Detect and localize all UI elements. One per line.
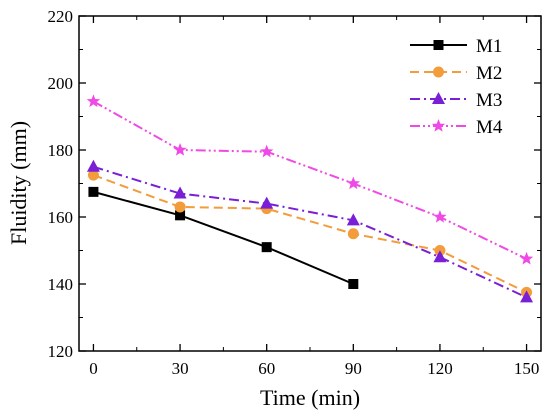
y-tick-label: 220 xyxy=(48,7,74,26)
data-point-m3 xyxy=(173,186,187,199)
data-point-m4 xyxy=(173,143,187,156)
legend-marker-m3 xyxy=(432,92,445,104)
series-line-m3 xyxy=(93,165,527,299)
data-point-m4 xyxy=(519,251,534,265)
data-point-m1 xyxy=(175,210,186,221)
y-tick-label: 180 xyxy=(48,141,74,160)
x-axis-title: Time (min) xyxy=(260,385,360,410)
data-point-m1 xyxy=(88,186,99,197)
x-tick-label: 90 xyxy=(345,359,362,378)
x-tick-label: 120 xyxy=(427,359,453,378)
series-lines xyxy=(92,100,527,299)
data-point-m3 xyxy=(260,196,274,209)
legend-marker-m1 xyxy=(433,40,444,50)
data-point-m4 xyxy=(260,144,274,158)
y-tick-label: 160 xyxy=(48,208,74,227)
legend: M1 M2 M3 M4 xyxy=(410,36,503,138)
legend-label-m4: M4 xyxy=(476,117,503,138)
y-tick-label: 120 xyxy=(48,342,74,361)
legend-marker-m2 xyxy=(433,66,444,78)
x-tick-label: 0 xyxy=(89,359,98,378)
y-axis-title: Fluidity (mm) xyxy=(6,121,31,245)
axis-ticks: 0 30 60 90 120 150 120 140 160 180 200 220 xyxy=(48,7,541,378)
y-tick-label: 200 xyxy=(48,74,74,93)
series-line-m4 xyxy=(92,100,527,260)
legend-label-m2: M2 xyxy=(476,63,502,84)
x-tick-label: 150 xyxy=(514,359,540,378)
data-point-m2 xyxy=(347,228,359,240)
legend-marker-m4 xyxy=(431,119,446,132)
data-point-m4 xyxy=(86,94,101,108)
x-tick-label: 30 xyxy=(172,359,189,378)
data-point-m2 xyxy=(87,169,99,181)
series-line-m2 xyxy=(93,174,527,294)
legend-label-m3: M3 xyxy=(476,90,502,111)
data-point-m3 xyxy=(86,159,100,172)
y-tick-label: 140 xyxy=(48,275,74,294)
data-point-m3 xyxy=(433,250,447,263)
legend-label-m1: M1 xyxy=(476,36,502,57)
data-point-m3 xyxy=(520,290,534,303)
plot-frame xyxy=(78,15,542,352)
data-point-m1 xyxy=(261,242,272,253)
data-point-m3 xyxy=(346,213,360,226)
data-point-m1 xyxy=(348,279,359,289)
x-tick-label: 60 xyxy=(258,359,275,378)
series-line-m1 xyxy=(93,190,354,285)
series-markers xyxy=(86,94,534,303)
data-point-m4 xyxy=(346,176,360,190)
data-point-m4 xyxy=(433,210,447,223)
data-point-m2 xyxy=(174,201,186,213)
